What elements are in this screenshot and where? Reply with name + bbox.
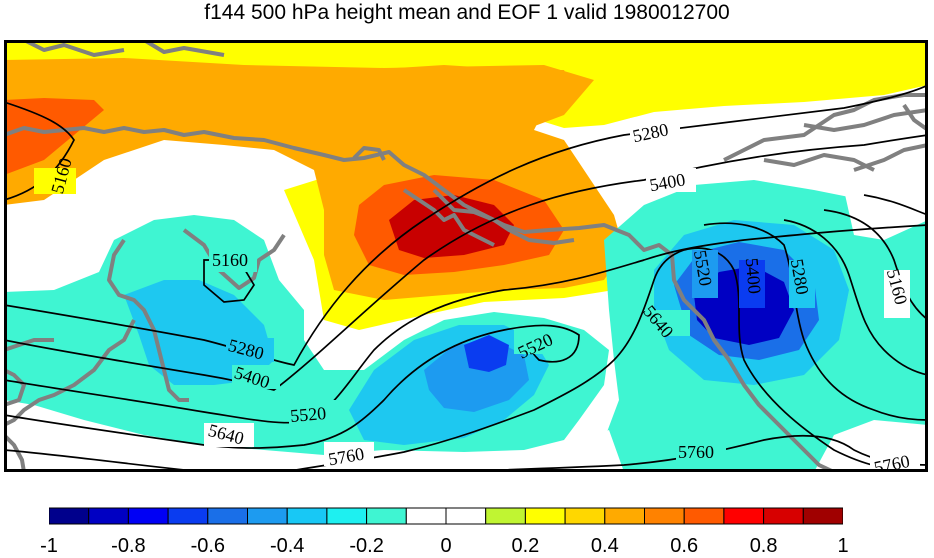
colorbar-tick-label: -0.2	[349, 535, 384, 557]
colorbar-swatch	[524, 507, 566, 525]
colorbar-swatch	[286, 507, 328, 525]
colorbar-swatch	[366, 507, 407, 525]
contour-label: 5160	[212, 250, 248, 270]
white-south-mid	[564, 430, 624, 472]
colorbar-swatch	[564, 507, 606, 525]
map-panel: 5160 5160 5280 5400 5520 5640 5760 5280 …	[4, 40, 928, 472]
colorbar-tick-label: -0.6	[190, 535, 226, 557]
positive-region-north-orange	[4, 58, 594, 150]
positive-region-west-red	[4, 98, 104, 175]
contour-label: 5520	[289, 403, 327, 426]
colorbar-tick-label: 0.4	[590, 535, 619, 557]
map-frame	[4, 40, 928, 472]
colorbar-tick-label: 0.2	[511, 535, 540, 557]
colorbar-tick-label: 0.8	[749, 535, 778, 557]
colorbar-swatch	[485, 507, 526, 525]
contour-label: 5760	[872, 451, 911, 472]
colorbar-swatch	[723, 507, 765, 525]
colorbar-swatch	[88, 507, 129, 525]
colorbar-swatch	[326, 507, 368, 525]
colorbar-swatch	[604, 507, 645, 525]
colorbar-tick-label: 1	[837, 535, 849, 557]
negative-region-center-core	[464, 335, 509, 372]
colorbar-swatch	[247, 507, 288, 525]
colorbar	[49, 507, 843, 525]
colorbar-swatch	[207, 507, 249, 525]
positive-max-darkred	[389, 195, 514, 258]
colorbar-tick-label: -1	[40, 535, 58, 557]
colorbar-swatch	[683, 507, 725, 525]
colorbar-tick-label: -0.4	[269, 535, 305, 557]
colorbar-swatch	[445, 507, 487, 525]
colorbar-tick-label: 0.6	[670, 535, 699, 557]
colorbar-tick-label: -0.8	[111, 535, 146, 557]
map-title: f144 500 hPa height mean and EOF 1 valid…	[204, 1, 730, 24]
colorbar-swatch	[49, 507, 90, 525]
height-contours	[4, 84, 928, 472]
colorbar-swatch	[763, 507, 804, 525]
colorbar-swatch	[405, 507, 447, 525]
contour-label: 5400	[742, 257, 765, 295]
colorbar-tick-label: 0	[440, 535, 452, 557]
colorbar-swatch	[167, 507, 209, 525]
contour-labels: 5160 5160 5280 5400 5520 5640 5760 5280 …	[34, 118, 920, 472]
colorbar-swatch	[127, 507, 169, 525]
colorbar-swatch	[644, 507, 685, 525]
colorbar-swatch	[802, 507, 843, 525]
contour-label: 5760	[678, 442, 714, 462]
